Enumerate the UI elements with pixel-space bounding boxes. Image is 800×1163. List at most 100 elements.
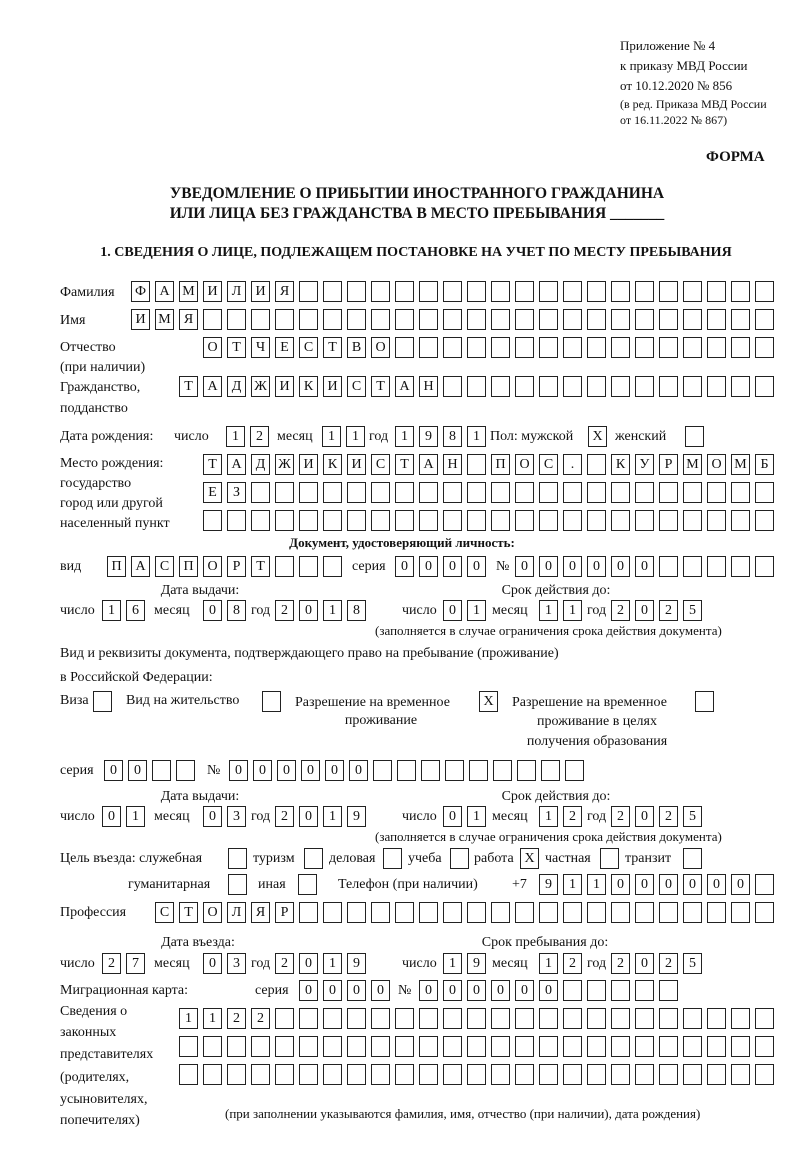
char-cell[interactable] [515, 309, 534, 330]
char-cell[interactable] [539, 510, 558, 531]
char-cell[interactable] [373, 760, 392, 781]
char-cell[interactable]: К [323, 454, 342, 475]
char-cell[interactable]: 9 [467, 953, 486, 974]
char-cell[interactable] [755, 337, 774, 358]
char-cell[interactable] [683, 510, 702, 531]
char-cell[interactable]: 0 [539, 556, 558, 577]
char-cell[interactable] [517, 760, 536, 781]
char-cell[interactable]: 3 [227, 953, 246, 974]
char-cell[interactable] [395, 510, 414, 531]
char-cell[interactable] [419, 482, 438, 503]
char-cell[interactable]: 2 [227, 1008, 246, 1029]
checkbox-cell[interactable] [600, 848, 619, 869]
char-cell[interactable] [683, 337, 702, 358]
char-cell[interactable] [707, 556, 726, 577]
char-cell[interactable] [587, 281, 606, 302]
char-cell[interactable]: 1 [563, 874, 582, 895]
char-cell[interactable] [203, 1064, 222, 1085]
checkbox-cell[interactable] [683, 848, 702, 869]
char-cell[interactable] [152, 760, 171, 781]
char-cell[interactable]: 8 [227, 600, 246, 621]
char-cell[interactable]: 0 [635, 874, 654, 895]
char-cell[interactable]: И [275, 376, 294, 397]
checkbox-cell[interactable]: X [520, 848, 539, 869]
char-cell[interactable] [515, 482, 534, 503]
char-cell[interactable] [587, 1008, 606, 1029]
char-cell[interactable] [443, 482, 462, 503]
char-cell[interactable] [587, 309, 606, 330]
char-cell[interactable]: Я [179, 309, 198, 330]
char-cell[interactable] [467, 1064, 486, 1085]
char-cell[interactable] [755, 281, 774, 302]
char-cell[interactable] [539, 309, 558, 330]
char-cell[interactable]: 0 [277, 760, 296, 781]
char-cell[interactable] [347, 902, 366, 923]
char-cell[interactable]: Н [443, 454, 462, 475]
char-cell[interactable]: Т [227, 337, 246, 358]
char-cell[interactable]: Б [755, 454, 774, 475]
char-cell[interactable]: 0 [102, 806, 121, 827]
char-cell[interactable] [491, 309, 510, 330]
char-cell[interactable] [659, 337, 678, 358]
char-cell[interactable]: Е [203, 482, 222, 503]
char-cell[interactable] [275, 482, 294, 503]
char-cell[interactable]: Я [251, 902, 270, 923]
char-cell[interactable] [707, 902, 726, 923]
char-cell[interactable] [611, 337, 630, 358]
char-cell[interactable] [467, 281, 486, 302]
checkbox-cell[interactable] [450, 848, 469, 869]
char-cell[interactable] [635, 1036, 654, 1057]
char-cell[interactable]: Т [323, 337, 342, 358]
char-cell[interactable] [371, 1008, 390, 1029]
checkbox-cell[interactable] [228, 848, 247, 869]
char-cell[interactable] [467, 1008, 486, 1029]
char-cell[interactable] [587, 1036, 606, 1057]
char-cell[interactable] [491, 510, 510, 531]
char-cell[interactable] [445, 760, 464, 781]
checkbox-cell[interactable] [298, 874, 317, 895]
char-cell[interactable]: 2 [251, 1008, 270, 1029]
char-cell[interactable] [347, 510, 366, 531]
char-cell[interactable] [371, 902, 390, 923]
char-cell[interactable] [443, 337, 462, 358]
char-cell[interactable] [443, 510, 462, 531]
char-cell[interactable]: О [203, 902, 222, 923]
char-cell[interactable]: 1 [539, 953, 558, 974]
char-cell[interactable] [275, 1064, 294, 1085]
char-cell[interactable]: 8 [443, 426, 462, 447]
char-cell[interactable]: 2 [659, 806, 678, 827]
char-cell[interactable] [491, 1064, 510, 1085]
char-cell[interactable]: 0 [347, 980, 366, 1001]
char-cell[interactable] [443, 1036, 462, 1057]
char-cell[interactable] [323, 1036, 342, 1057]
char-cell[interactable] [419, 902, 438, 923]
char-cell[interactable]: О [203, 556, 222, 577]
char-cell[interactable] [443, 1008, 462, 1029]
char-cell[interactable]: И [131, 309, 150, 330]
char-cell[interactable] [731, 510, 750, 531]
char-cell[interactable]: 1 [203, 1008, 222, 1029]
char-cell[interactable]: 1 [323, 806, 342, 827]
char-cell[interactable] [587, 510, 606, 531]
char-cell[interactable] [493, 760, 512, 781]
char-cell[interactable] [323, 281, 342, 302]
char-cell[interactable]: 0 [659, 874, 678, 895]
char-cell[interactable] [515, 337, 534, 358]
char-cell[interactable] [683, 309, 702, 330]
char-cell[interactable]: М [155, 309, 174, 330]
char-cell[interactable]: 0 [467, 556, 486, 577]
char-cell[interactable] [467, 337, 486, 358]
char-cell[interactable]: О [371, 337, 390, 358]
char-cell[interactable] [371, 281, 390, 302]
char-cell[interactable] [731, 309, 750, 330]
char-cell[interactable] [419, 309, 438, 330]
char-cell[interactable] [587, 1064, 606, 1085]
char-cell[interactable] [443, 281, 462, 302]
char-cell[interactable]: 1 [587, 874, 606, 895]
char-cell[interactable]: 2 [611, 600, 630, 621]
char-cell[interactable] [731, 1036, 750, 1057]
char-cell[interactable]: 2 [611, 806, 630, 827]
char-cell[interactable]: А [155, 281, 174, 302]
char-cell[interactable]: 1 [467, 806, 486, 827]
char-cell[interactable] [587, 980, 606, 1001]
